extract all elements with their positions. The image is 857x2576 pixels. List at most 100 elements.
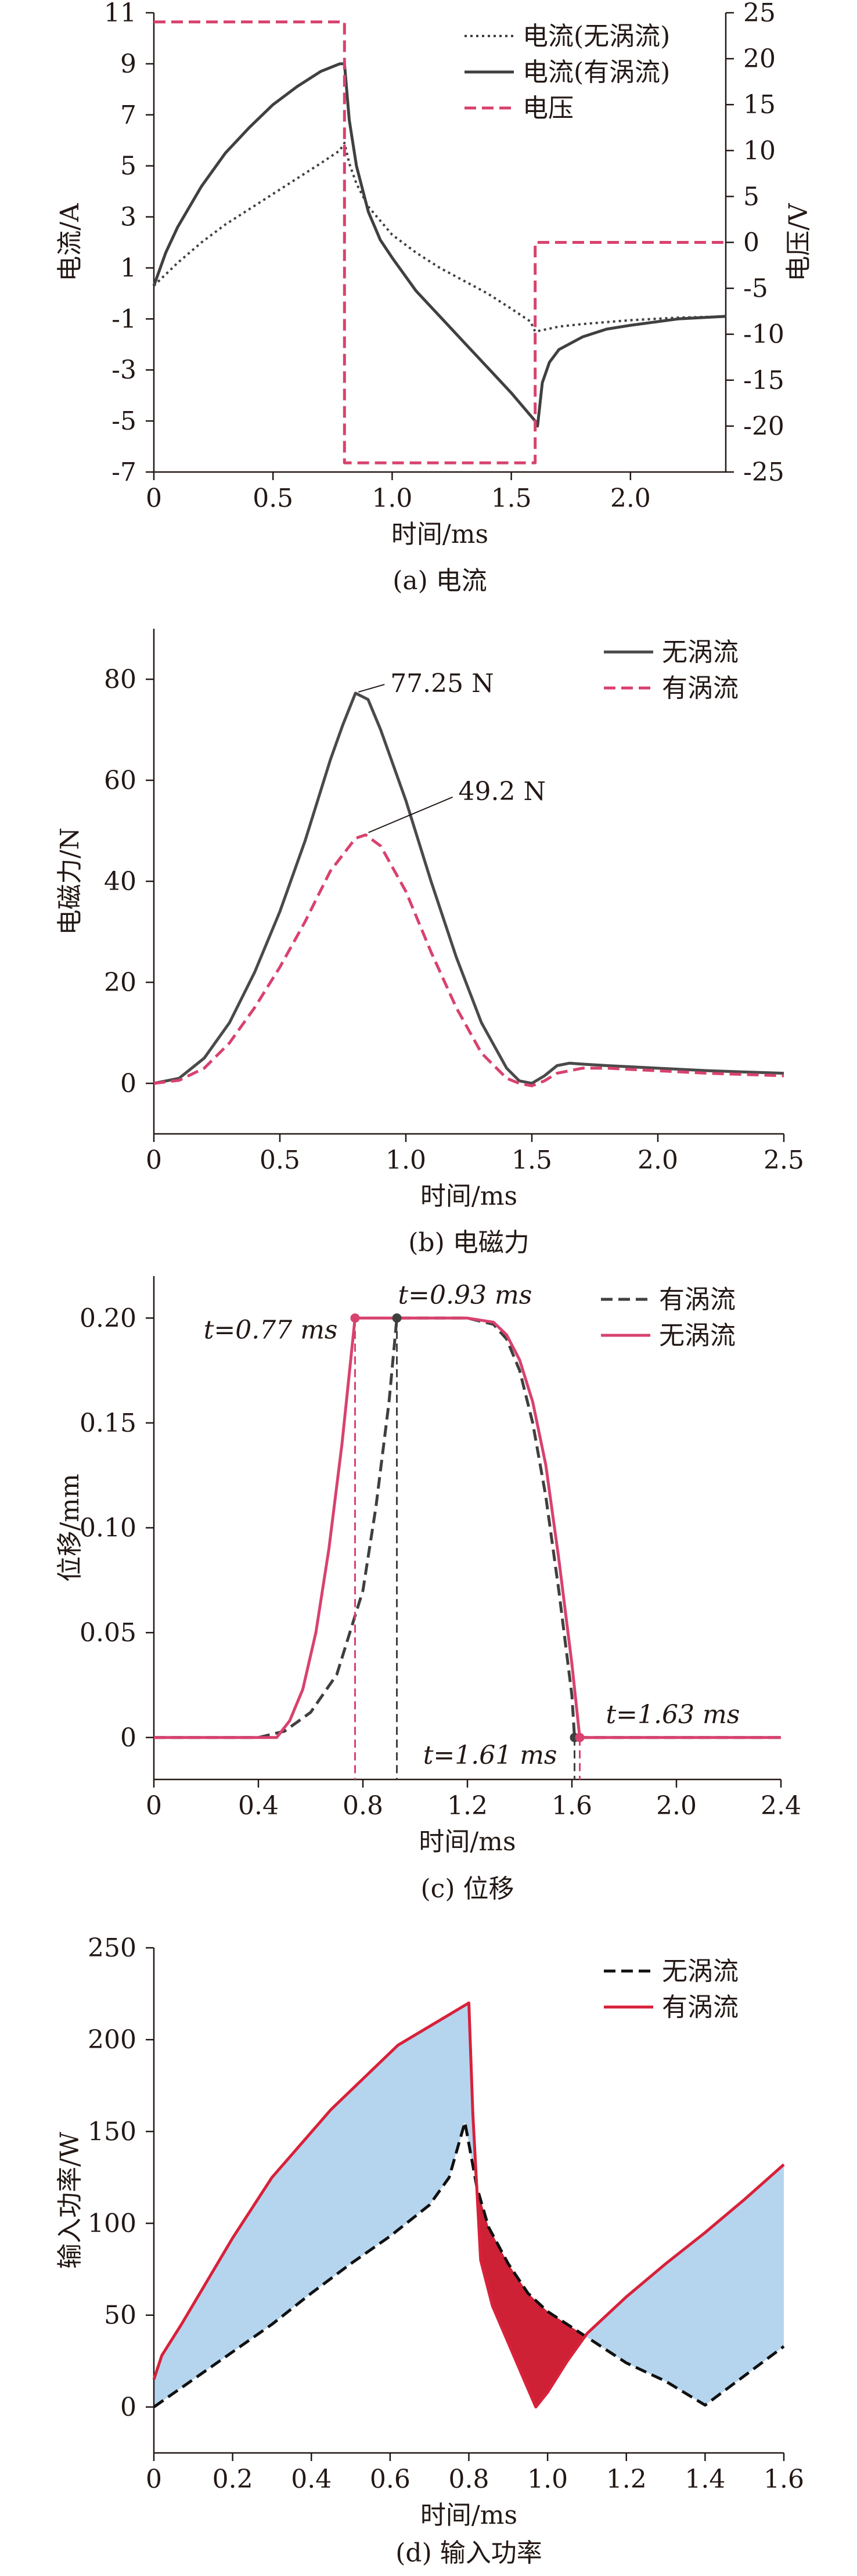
x-tick-label: 0.5 [253,484,293,513]
y-tick-label: 0.15 [80,1408,136,1438]
annotation-label: 49.2 N [459,777,546,806]
legend-label: 无涡流 [659,1321,736,1350]
x-tick-label: 0.2 [213,2465,253,2494]
series-line-0 [153,142,726,333]
y-tick-label: 60 [104,766,136,795]
y-tick-label: 0.05 [80,1618,136,1648]
y2-tick-label: 20 [743,44,776,74]
x-tick-label: 0.6 [370,2465,411,2494]
y-tick-label: 150 [88,2117,136,2146]
y-tick-label: -7 [111,457,136,487]
y2-axis-label: 电压/V [784,203,813,282]
series-line-1 [152,2001,785,2409]
x-tick-label: 1.0 [372,484,412,513]
y-tick-label: 40 [104,867,136,896]
y-tick-label: 20 [104,968,136,997]
y2-tick-label: 5 [743,182,759,211]
legend-label: 电流(有涡流) [523,57,670,87]
y-tick-label: 0 [120,1723,136,1753]
electromagnetic-force-chart: 0 0.5 1.0 1.5 2.0 2.5 0 20 40 60 80 时间/ms 电磁力/N (b) 电… [55,629,804,1258]
x-tick-label: 1.0 [527,2465,568,2494]
y-tick-label: 80 [104,665,136,694]
fill-region-positive-2 [585,2164,784,2405]
y-axis-label: 输入功率/W [55,2131,85,2269]
fill-region-negative-1 [477,2186,585,2407]
x-tick-label: 1.6 [764,2465,804,2494]
x-tick-label: 1.2 [447,1791,488,1821]
marker-point [350,1313,360,1323]
annotation-leader [358,683,385,693]
y2-tick-label: 25 [743,0,776,28]
series-line-1 [152,62,726,428]
y-tick-label: 5 [120,152,136,181]
y-tick-label: 7 [120,100,136,130]
y-tick-label: -1 [111,304,136,334]
legend-label: 无涡流 [662,1957,739,1986]
y-tick-label: 3 [120,203,136,232]
marker-point [575,1732,585,1742]
x-tick-label: 2.0 [610,484,651,513]
y2-tick-label: -20 [743,412,784,441]
annotation-label: 77.25 N [390,669,494,698]
annotation-label: t=1.61 ms [423,1741,557,1770]
y2-tick-label: -15 [743,366,784,395]
y-tick-label: 0.10 [80,1514,136,1543]
y-tick-label: 250 [88,1933,136,1963]
y-axis-label: 电磁力/N [55,827,85,935]
legend-label: 有涡流 [662,1993,739,2022]
x-axis-label: 时间/ms [420,2501,517,2530]
y2-tick-label: 10 [743,136,776,165]
chart-caption: (a) 电流 [393,566,487,596]
chart-caption: (b) 电磁力 [408,1228,529,1258]
y-tick-label: -5 [111,406,136,436]
x-tick-label: 0 [146,1791,162,1821]
marker-point [392,1313,402,1323]
x-tick-label: 0.4 [291,2465,332,2494]
y-tick-label: 200 [88,2025,136,2055]
fill-region-positive-0 [154,2002,477,2407]
x-tick-label: 0.5 [260,1145,300,1175]
x-tick-label: 0.4 [238,1791,279,1821]
x-tick-label: 2.0 [656,1791,697,1821]
x-tick-label: 1.5 [491,484,532,513]
series-line-0 [153,691,784,1085]
y-axis-label: 位移/mm [55,1473,85,1581]
displacement-chart: 0 0.4 0.8 1.2 1.6 2.0 2.4 0 0.05 0.10 0.15 0.20 时间/m… [55,1276,801,1904]
y2-tick-label: -5 [743,274,768,304]
x-axis-label: 时间/ms [391,520,488,549]
y-tick-label: 100 [88,2209,136,2239]
y-axis-label: 电流/A [55,203,85,282]
y-tick-label: 11 [104,0,136,28]
x-tick-label: 1.5 [512,1145,552,1175]
x-tick-label: 2.4 [761,1791,801,1821]
legend-label: 有涡流 [659,1285,736,1314]
legend-label: 无涡流 [662,637,739,667]
x-tick-label: 1.2 [606,2465,647,2494]
x-axis-label: 时间/ms [419,1827,516,1857]
series-line-1 [153,833,784,1087]
series-line-1 [154,1316,781,1739]
legend-label: 电压 [523,93,574,123]
x-tick-label: 0 [146,1145,162,1175]
series-line-2 [154,20,726,464]
y2-tick-label: -25 [743,457,784,487]
chart-caption: (d) 输入功率 [395,2538,542,2568]
x-tick-label: 1.0 [386,1145,426,1175]
x-tick-label: 2.0 [638,1145,678,1175]
x-tick-label: 0 [146,2465,162,2494]
chart-caption: (c) 位移 [421,1874,514,1904]
y2-tick-label: -10 [743,320,784,350]
y-tick-label: 50 [104,2301,136,2330]
input-power-chart: 0 0.2 0.4 0.6 0.8 1.0 1.2 1.4 1.6 0 50 100 150 200 250… [55,1933,804,2568]
x-axis-label: 时间/ms [420,1181,517,1211]
y-tick-label: 0.20 [80,1303,136,1333]
current-chart: 0 0.5 1.0 1.5 2.0 11 9 7 5 3 1 -1 -3 -5 -7 25 20 15 10 5 0 -5… [55,0,813,596]
y-tick-label: 9 [120,49,136,79]
legend-label: 电流(无涡流) [523,21,670,51]
y2-tick-label: 0 [743,228,759,258]
x-tick-label: 2.5 [764,1145,804,1175]
x-tick-label: 0.8 [449,2465,489,2494]
x-tick-label: 0 [146,484,162,513]
x-tick-label: 0.8 [343,1791,383,1821]
